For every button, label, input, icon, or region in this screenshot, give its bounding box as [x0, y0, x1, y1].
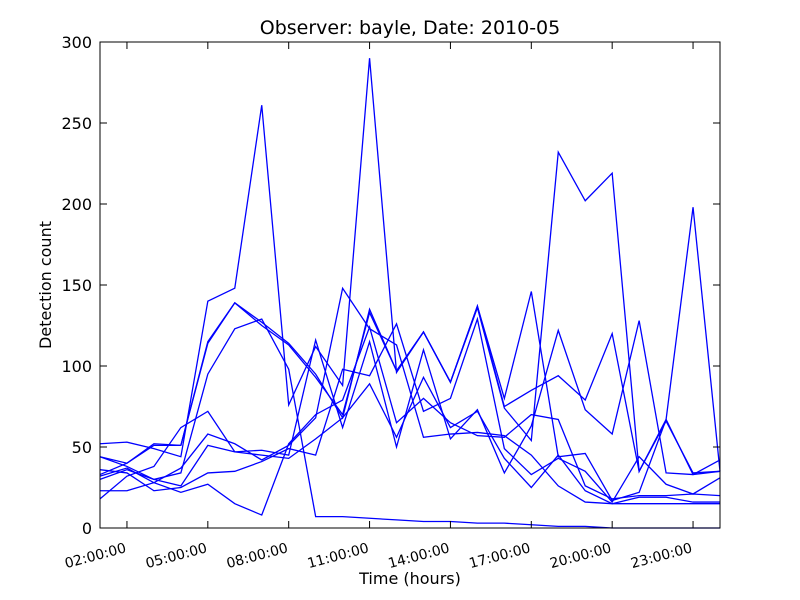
y-tick-label: 0 [82, 519, 92, 538]
series-line-9 [99, 375, 720, 505]
x-tick-label: 11:00:00 [306, 540, 371, 572]
x-tick-label: 08:00:00 [225, 540, 290, 572]
y-tick-label: 100 [61, 357, 92, 376]
y-tick-label: 200 [61, 195, 92, 214]
x-tick-label: 23:00:00 [629, 540, 694, 572]
series-line-3 [99, 150, 721, 476]
y-tick-label: 150 [61, 276, 92, 295]
y-tick-label: 50 [72, 438, 92, 457]
series-layer [99, 58, 721, 529]
x-tick-label: 20:00:00 [548, 540, 613, 572]
y-tick-label: 300 [61, 33, 92, 52]
plot-frame [99, 41, 721, 529]
series-line-6 [99, 286, 720, 505]
y-axis: 0 50 100 150 200 250 300 [61, 33, 720, 538]
x-axis-label: Time (hours) [358, 569, 461, 588]
series-line-8 [99, 316, 721, 504]
y-tick-label: 250 [61, 114, 92, 133]
x-tick-label: 14:00:00 [387, 540, 452, 572]
x-tick-label: 17:00:00 [467, 540, 532, 572]
series-line-5 [99, 320, 721, 500]
x-tick-label: 02:00:00 [63, 540, 128, 572]
y-axis-label: Detection count [36, 221, 55, 349]
series-line-7 [100, 325, 721, 516]
series-line-1 [99, 58, 721, 502]
chart-title: Observer: bayle, Date: 2010-05 [260, 17, 561, 39]
x-tick-label: 05:00:00 [144, 540, 209, 572]
